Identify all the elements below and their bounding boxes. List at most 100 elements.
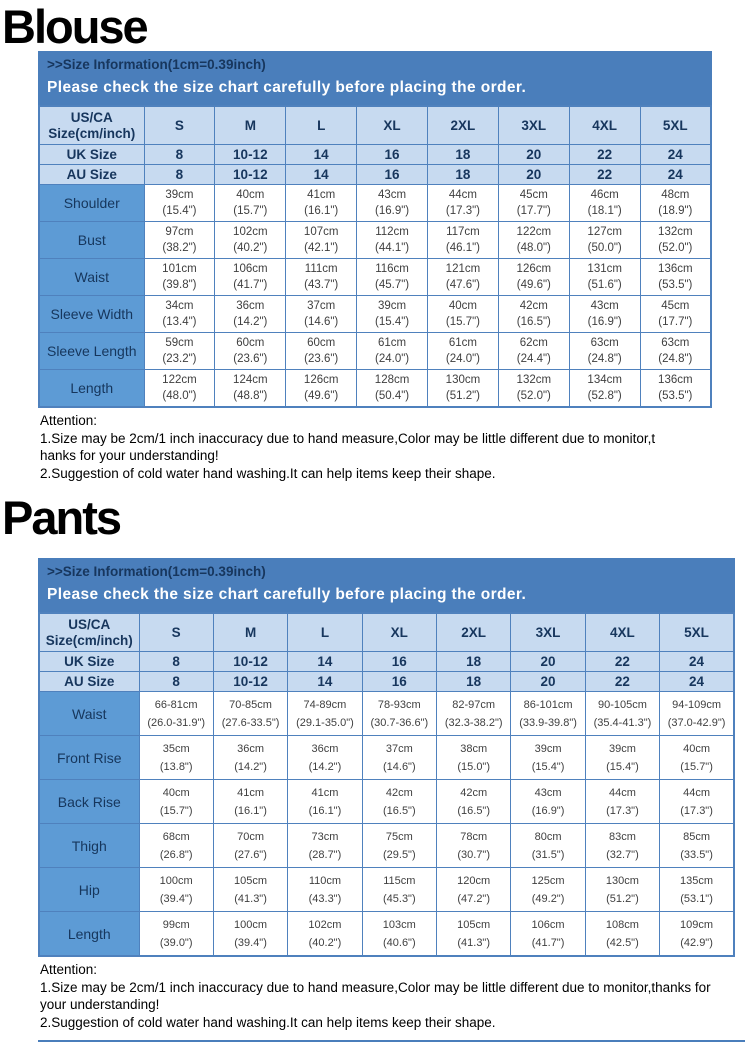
measurement-cell: 126cm (49.6") (497, 258, 570, 296)
blouse-attention-note: Attention: 1.Size may be 2cm/1 inch inac… (40, 412, 748, 482)
size-value-cell: 20 (497, 144, 570, 165)
size-col-header: S (138, 612, 214, 653)
size-value-cell: 14 (285, 164, 358, 185)
measurement-cell: 42cm (16.5") (361, 779, 438, 825)
size-value-cell: 10-12 (212, 671, 289, 693)
size-value-cell: 10-12 (214, 164, 287, 185)
measurement-cell: 110cm (43.3") (287, 867, 363, 913)
measurement-row: Waist 66-81cm (26.0-31.9") 70-85cm (27.6-33.… (38, 691, 735, 737)
measurement-row: Sleeve Width 34cm (13.4") 36cm (14.2") 37cm (1… (38, 295, 712, 333)
pants-size-info-banner: >>Size Information(1cm=0.39inch) Please … (38, 558, 735, 613)
measurement-cell: 109cm (42.9") (659, 911, 735, 957)
measurement-cell: 70cm (27.6") (212, 823, 289, 869)
measurement-label: Thigh (38, 823, 140, 869)
size-value-cell: 16 (356, 144, 428, 165)
attention-line: 1.Size may be 2cm/1 inch inaccuracy due … (40, 430, 656, 446)
attention-line: hanks for your understanding! (40, 448, 219, 464)
size-value-cell: 18 (427, 144, 499, 165)
measurement-cell: 43cm (16.9") (568, 295, 641, 333)
measurement-cell: 132cm (52.0") (497, 369, 570, 408)
measurement-cell: 115cm (45.3") (361, 867, 438, 913)
size-value-cell: 10-12 (212, 651, 289, 673)
row-label: UK Size (38, 144, 145, 165)
measurement-row: Shoulder 39cm (15.4") 40cm (15.7") 41cm (16.1"… (38, 184, 712, 222)
row-label: UK Size (38, 651, 140, 673)
blouse-title: Blouse (2, 0, 149, 53)
size-col-header: 3XL (510, 612, 586, 653)
measurement-cell: 86-101cm (33.9-39.8") (510, 691, 586, 737)
measurement-cell: 41cm (16.1") (287, 779, 363, 825)
size-check-warning: Please check the size chart carefully be… (47, 79, 527, 96)
size-info-heading: >>Size Information(1cm=0.39inch) (47, 57, 266, 72)
size-value-cell: 8 (143, 144, 216, 165)
size-value-cell: 24 (639, 144, 712, 165)
measurement-cell: 82-97cm (32.3-38.2") (435, 691, 512, 737)
blouse-size-chart: >>Size Information(1cm=0.39inch) Please … (38, 51, 712, 408)
measurement-cell: 127cm (50.0") (568, 221, 641, 259)
size-value-cell: 22 (584, 651, 661, 673)
size-value-cell: 14 (285, 144, 358, 165)
size-col-header: 4XL (568, 105, 641, 145)
measurement-cell: 40cm (15.7") (138, 779, 214, 825)
measurement-row: Hip 100cm (39.4") 105cm (41.3") 110cm (43.3") 1… (38, 867, 735, 913)
measurement-label: Waist (38, 691, 140, 737)
size-col-header: 2XL (435, 612, 512, 653)
measurement-cell: 44cm (17.3") (584, 779, 661, 825)
size-header-row: US/CA Size(cm/inch) S M L XL 2XL 3XL 4XL 5XL (38, 612, 735, 653)
measurement-row: Sleeve Length 59cm (23.2") 60cm (23.6") 60cm(… (38, 332, 712, 370)
measurement-row: Front Rise 35cm (13.8") 36cm (14.2") 36cm (14.… (38, 735, 735, 781)
size-value-cell: 14 (287, 651, 363, 673)
pants-attention-note: Attention: 1.Size may be 2cm/1 inch inac… (40, 961, 750, 1031)
size-col-header: M (214, 105, 287, 145)
measurement-label: Length (38, 911, 140, 957)
measurement-cell: 62cm (24.4") (497, 332, 570, 370)
measurement-cell: 122cm (48.0") (497, 221, 570, 259)
measurement-label: Hip (38, 867, 140, 913)
attention-line: 2.Suggestion of cold water hand washing.… (40, 1014, 496, 1030)
size-value-cell: 24 (659, 671, 735, 693)
measurement-row: Thigh 68cm (26.8") 70cm (27.6") 73cm (28.7") 75… (38, 823, 735, 869)
measurement-label: Sleeve Length (38, 332, 145, 370)
measurement-cell: 75cm (29.5") (361, 823, 438, 869)
measurement-cell: 135cm (53.1") (659, 867, 735, 913)
size-col-header: 3XL (497, 105, 570, 145)
measurement-cell: 134cm (52.8") (568, 369, 641, 408)
measurement-cell: 40cm (15.7") (659, 735, 735, 781)
measurement-cell: 105cm (41.3") (212, 867, 289, 913)
measurement-cell: 38cm (15.0") (435, 735, 512, 781)
size-value-cell: 10-12 (214, 144, 287, 165)
measurement-label: Length (38, 369, 145, 408)
size-value-cell: 22 (568, 144, 641, 165)
measurement-cell: 60cm (23.6") (285, 332, 358, 370)
measurement-cell: 130cm (51.2") (427, 369, 499, 408)
measurement-row: Length 122cm (48.0") 124cm (48.8") 126cm (49.6… (38, 369, 712, 408)
measurement-cell: 70-85cm (27.6-33.5") (212, 691, 289, 737)
measurement-label: Sleeve Width (38, 295, 145, 333)
measurement-cell: 74-89cm (29.1-35.0") (287, 691, 363, 737)
size-value-cell: 22 (568, 164, 641, 185)
size-value-cell: 24 (639, 164, 712, 185)
measurement-cell: 63cm (24.8") (568, 332, 641, 370)
measurement-cell: 48cm (18.9") (639, 184, 712, 222)
blouse-size-info-banner: >>Size Information(1cm=0.39inch) Please … (38, 51, 712, 105)
pants-size-table: US/CA Size(cm/inch) S M L XL 2XL 3XL 4XL 5XL UK Si… (38, 612, 735, 958)
size-value-cell: 18 (427, 164, 499, 185)
size-info-heading: >>Size Information(1cm=0.39inch) (47, 564, 266, 580)
size-value-cell: 18 (435, 651, 512, 673)
measurement-cell: 41cm (16.1") (212, 779, 289, 825)
measurement-cell: 106cm (41.7") (214, 258, 287, 296)
row-label: AU Size (38, 671, 140, 693)
attention-heading: Attention: (40, 413, 98, 428)
measurement-cell: 43cm (16.9") (356, 184, 428, 222)
measurement-cell: 125cm (49.2") (510, 867, 586, 913)
corner-header: US/CA Size(cm/inch) (38, 105, 145, 145)
measurement-cell: 130cm (51.2") (584, 867, 661, 913)
size-col-header: 5XL (639, 105, 712, 145)
measurement-cell: 117cm (46.1") (427, 221, 499, 259)
measurement-cell: 120cm (47.2") (435, 867, 512, 913)
row-label: AU Size (38, 164, 145, 185)
measurement-cell: 102cm (40.2") (214, 221, 287, 259)
measurement-row: Back Rise 40cm (15.7") 41cm (16.1") 41cm (16.1… (38, 779, 735, 825)
size-col-header: XL (356, 105, 428, 145)
